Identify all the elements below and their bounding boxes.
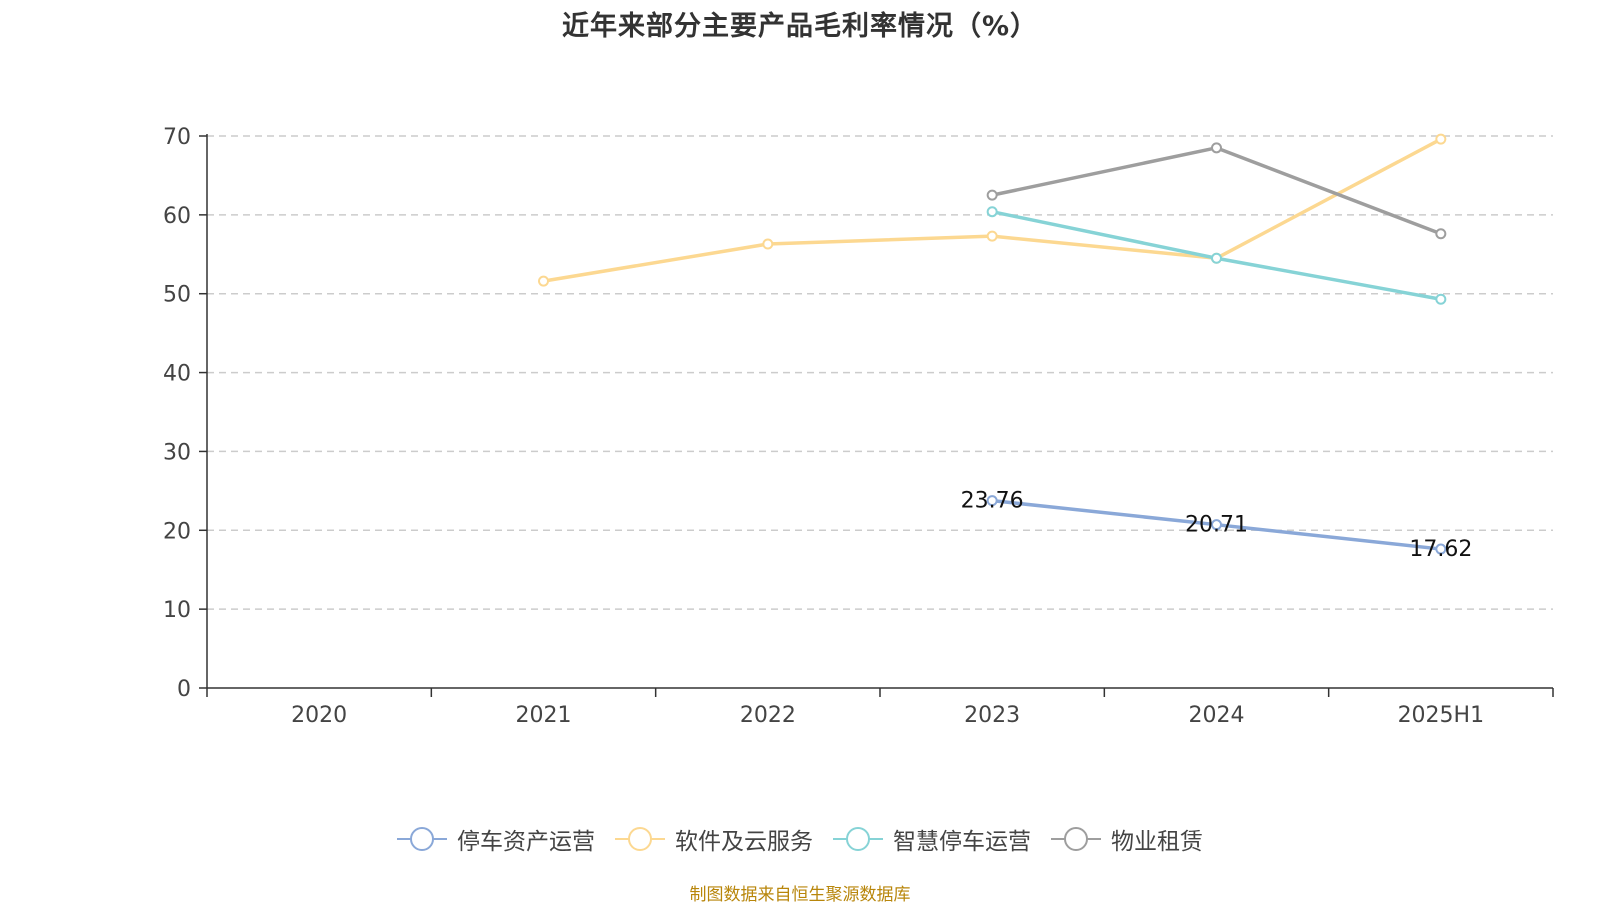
chart-title: 近年来部分主要产品毛利率情况（%） (561, 11, 1039, 42)
data-point (986, 230, 998, 242)
data-label: 17.62 (1409, 537, 1472, 562)
y-tick-label: 0 (177, 677, 191, 702)
legend-item[interactable]: 智慧停车运营 (833, 822, 1031, 856)
data-point (1211, 252, 1222, 264)
legend-marker-icon (615, 827, 665, 851)
data-point (1435, 133, 1447, 145)
data-labels: 23.76 20.71 17.62 (961, 489, 1473, 562)
data-point (538, 275, 549, 287)
legend-item[interactable]: 软件及云服务 (615, 822, 813, 856)
legend-label: 智慧停车运营 (893, 829, 1031, 855)
series-group (986, 142, 1447, 240)
legend: 停车资产运营 软件及云服务 智慧停车运营 物业租赁 (0, 822, 1600, 856)
series-group (986, 206, 1447, 305)
data-point (762, 238, 774, 250)
data-point (986, 189, 998, 201)
y-tick-label: 30 (163, 440, 191, 465)
legend-label: 停车资产运营 (457, 829, 595, 855)
data-point (1435, 228, 1447, 240)
x-tick-label: 2022 (740, 703, 796, 728)
y-tick-label: 70 (163, 125, 191, 150)
y-tick-label: 10 (163, 598, 191, 623)
axes: 0 10 20 30 40 50 60 70 2020 2021 2022 2023 2024 2025H… (163, 125, 1554, 728)
data-point (986, 206, 998, 218)
series-layer (538, 133, 1447, 555)
x-tick-label: 2021 (516, 703, 572, 728)
legend-marker-icon (1051, 827, 1101, 851)
data-point (1435, 543, 1447, 555)
data-point (1211, 519, 1222, 531)
data-point (1211, 142, 1222, 154)
y-tick-label: 60 (163, 204, 191, 229)
x-tick-label: 2023 (964, 703, 1020, 728)
y-tick-label: 50 (163, 283, 191, 308)
data-label: 20.71 (1185, 513, 1248, 538)
data-point (986, 495, 998, 507)
x-tick-label: 2025H1 (1398, 703, 1485, 728)
legend-item[interactable]: 停车资产运营 (397, 822, 595, 856)
x-tick-label: 2020 (291, 703, 347, 728)
series-group (986, 495, 1447, 555)
y-tick-label: 20 (163, 519, 191, 544)
legend-label: 物业租赁 (1111, 829, 1203, 855)
y-tick-label: 40 (163, 362, 191, 387)
data-label: 23.76 (961, 489, 1024, 514)
series-line (991, 146, 1442, 236)
x-tick-label: 2024 (1189, 703, 1245, 728)
legend-label: 软件及云服务 (675, 829, 813, 855)
legend-marker-icon (397, 827, 447, 851)
legend-item[interactable]: 物业租赁 (1051, 822, 1203, 856)
data-point (1435, 293, 1447, 305)
grid-lines (207, 135, 1553, 610)
source-note: 制图数据来自恒生聚源数据库 (689, 885, 911, 905)
legend-marker-icon (833, 827, 883, 851)
